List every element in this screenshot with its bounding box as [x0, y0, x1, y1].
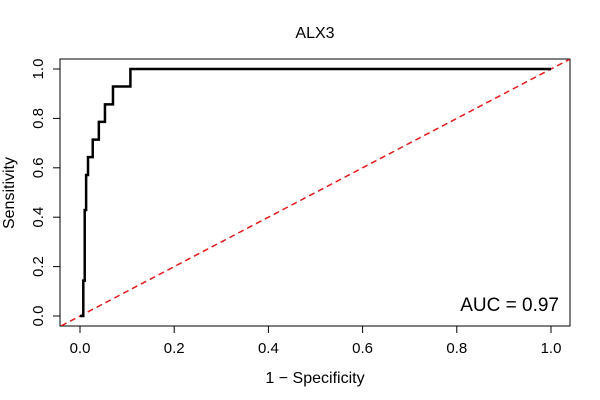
reference-line [60, 59, 570, 326]
chart-title: ALX3 [295, 25, 334, 42]
x-tick-label: 0.6 [352, 340, 373, 357]
y-tick-label: 1.0 [30, 59, 47, 80]
roc-curve [80, 67, 551, 318]
y-tick-label: 0.6 [30, 157, 47, 178]
x-tick-label: 0.8 [446, 340, 467, 357]
y-axis-title: Sensitivity [1, 157, 18, 229]
y-axis: 0.0 0.2 0.4 0.6 0.8 1.0 [30, 59, 61, 327]
y-tick-label: 0.4 [30, 207, 47, 228]
x-axis: 0.0 0.2 0.4 0.6 0.8 1.0 [70, 325, 562, 357]
y-tick-label: 0.0 [30, 306, 47, 327]
x-tick-label: 0.0 [70, 340, 91, 357]
x-tick-label: 0.4 [258, 340, 279, 357]
x-tick-label: 0.2 [164, 340, 185, 357]
y-tick-label: 0.2 [30, 256, 47, 277]
auc-annotation: AUC = 0.97 [460, 295, 559, 316]
x-tick-label: 1.0 [541, 340, 562, 357]
y-tick-label: 0.8 [30, 108, 47, 129]
x-axis-title: 1 − Specificity [265, 370, 364, 387]
